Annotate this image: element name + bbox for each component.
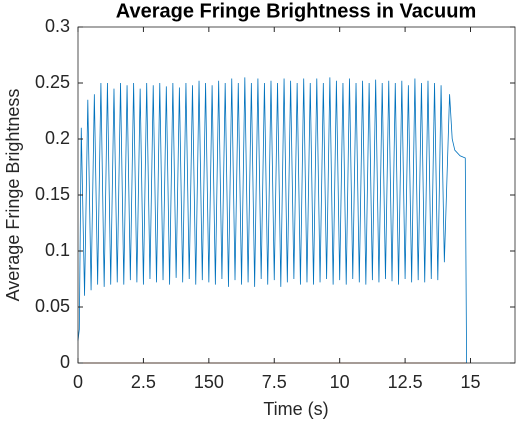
axes-box	[77, 26, 516, 364]
x-tick-label: 150	[194, 372, 224, 392]
x-tick-label: 15	[460, 372, 480, 392]
x-axis-label: Time (s)	[263, 399, 328, 419]
y-axis-label: Average Fringe Brightness	[3, 89, 23, 302]
y-tick-label: 0	[60, 352, 70, 372]
x-tick-label: 7.5	[262, 372, 287, 392]
y-tick-label: 0.3	[45, 16, 70, 36]
x-tick-label: 12.5	[388, 372, 423, 392]
y-tick-label: 0.15	[35, 184, 70, 204]
y-tick-label: 0.1	[45, 240, 70, 260]
chart-title: Average Fringe Brightness in Vacuum	[116, 0, 476, 22]
x-tick-label: 10	[330, 372, 350, 392]
y-tick-label: 0.2	[45, 128, 70, 148]
data-line	[77, 77, 467, 364]
y-tick-label: 0.05	[35, 296, 70, 316]
y-tick-label: 0.25	[35, 72, 70, 92]
x-tick-label: 0	[73, 372, 83, 392]
x-tick-label: 2.5	[131, 372, 156, 392]
